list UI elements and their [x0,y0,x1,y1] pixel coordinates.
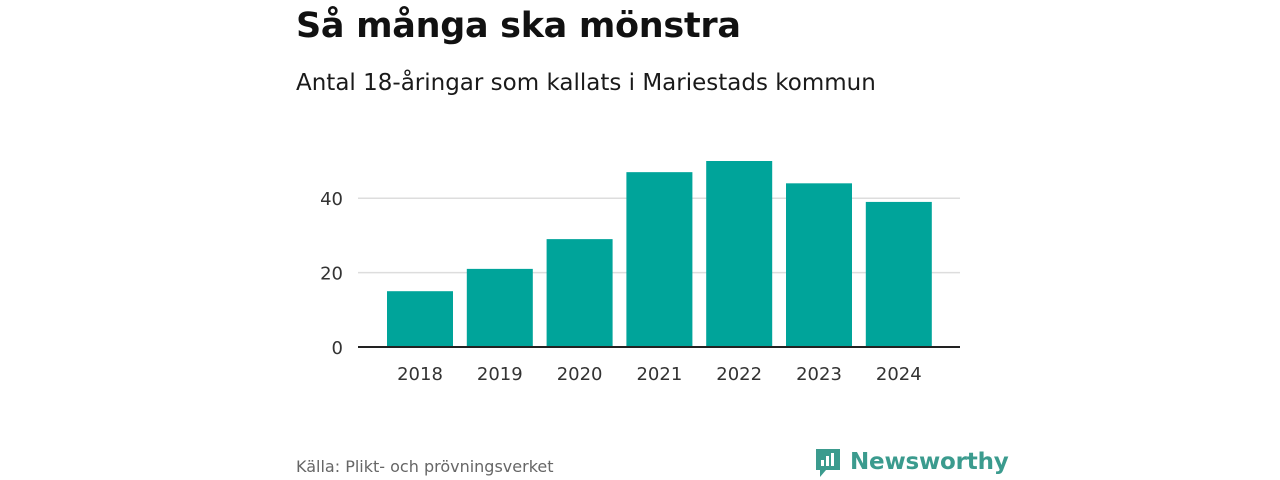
y-tick-label: 40 [320,189,343,210]
x-tick-label: 2021 [636,364,682,385]
newsworthy-logo-icon [816,449,840,477]
chart-subtitle: Antal 18-åringar som kallats i Mariestad… [296,70,876,96]
x-tick-label: 2018 [397,364,443,385]
bar-2021 [626,172,693,347]
x-tick-label: 2024 [876,364,922,385]
x-tick-label: 2019 [477,364,523,385]
brand-logo: Newsworthy [814,444,1009,480]
bar-2023 [786,183,852,347]
y-tick-label: 20 [320,264,343,285]
bar-2022 [706,161,773,347]
bar-2019 [466,268,533,347]
bar-2020 [546,239,613,347]
source-note: Källa: Plikt- och prövningsverket [296,457,554,476]
x-tick-label: 2022 [716,364,762,385]
brand-name: Newsworthy [850,449,1009,475]
x-tick-label: 2020 [557,364,603,385]
y-tick-label: 0 [332,338,343,359]
bar-chart: 0 20 40 2018 2019 2020 2021 2022 2023 2024 [320,161,960,385]
chart-title: Så många ska mönstra [296,6,741,46]
x-tick-label: 2023 [796,364,842,385]
bar-2018 [387,291,453,347]
bar-2024 [865,201,932,347]
